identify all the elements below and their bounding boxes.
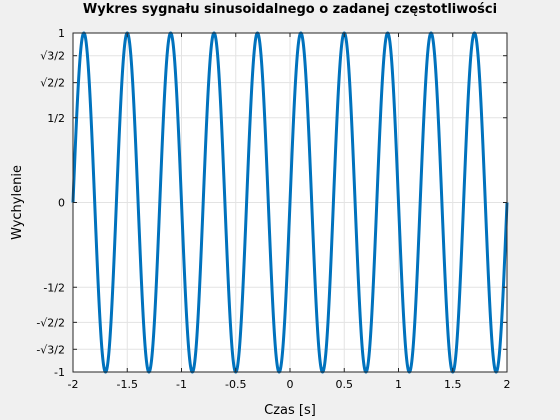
y-tick-label: 1 xyxy=(58,27,65,40)
chart-title: Wykres sygnału sinusoidalnego o zadanej … xyxy=(83,2,497,17)
x-tick-label: 1 xyxy=(395,378,402,391)
x-tick-label: 1.5 xyxy=(444,378,462,391)
x-tick-label: 2 xyxy=(504,378,511,391)
x-tick-label: 0.5 xyxy=(336,378,354,391)
y-tick-label: -√2/2 xyxy=(36,316,65,329)
y-tick-label: -√3/2 xyxy=(36,343,65,356)
x-tick-label: -0.5 xyxy=(225,378,246,391)
y-axis-label: Wychylenie xyxy=(10,165,25,240)
y-tick-label: √2/2 xyxy=(40,77,65,90)
axis-ticks: -2 -1.5 -1 -0.5 0 0.5 1 1.5 2 -1 -√3/2 -√2/2 -1/2 0 1/… xyxy=(36,27,510,391)
y-tick-label: -1 xyxy=(54,366,65,379)
y-tick-label: -1/2 xyxy=(43,281,65,294)
x-tick-label: -1 xyxy=(176,378,187,391)
y-tick-label: 1/2 xyxy=(47,112,65,125)
x-tick-label: 0 xyxy=(287,378,294,391)
x-axis-label: Czas [s] xyxy=(264,403,316,418)
y-tick-label: √3/2 xyxy=(40,50,65,63)
y-tick-label: 0 xyxy=(58,197,65,210)
x-tick-label: -2 xyxy=(68,378,79,391)
x-tick-label: -1.5 xyxy=(117,378,138,391)
series-line-sine xyxy=(71,31,509,374)
